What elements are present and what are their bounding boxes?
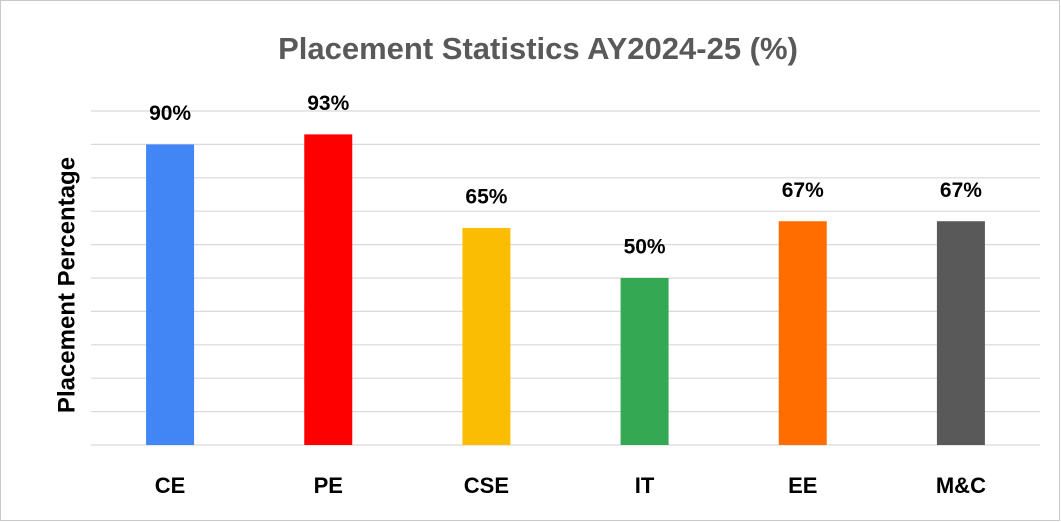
data-label: 90% [149, 102, 191, 125]
data-label: 65% [465, 185, 507, 208]
x-tick-label: IT [635, 473, 655, 498]
data-label: 67% [940, 179, 982, 202]
data-label: 93% [307, 92, 349, 115]
x-tick-label: CSE [464, 473, 509, 498]
x-tick-label: EE [788, 473, 817, 498]
bar [304, 134, 353, 445]
bar [778, 221, 827, 445]
x-tick-label: CE [155, 473, 186, 498]
bar [462, 227, 511, 445]
chart-title: Placement Statistics AY2024-25 (%) [278, 31, 798, 66]
data-label: 67% [782, 179, 824, 202]
data-label: 50% [624, 236, 666, 259]
x-tick-label: M&C [936, 473, 986, 498]
bar [936, 221, 985, 445]
x-tick-label: PE [314, 473, 343, 498]
y-axis-label: Placement Percentage [53, 157, 80, 413]
bar [146, 144, 195, 445]
bar [620, 278, 669, 445]
